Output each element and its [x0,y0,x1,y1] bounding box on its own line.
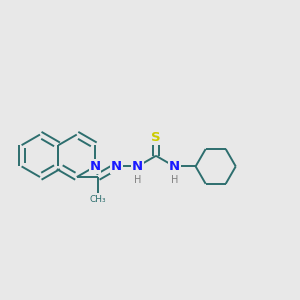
Text: N: N [111,160,122,173]
Text: H: H [171,175,178,185]
Text: N: N [132,160,143,173]
Text: CH₃: CH₃ [90,195,106,204]
Text: H: H [134,175,141,185]
Text: N: N [90,160,101,173]
Text: N: N [169,160,180,173]
Text: S: S [151,131,161,144]
